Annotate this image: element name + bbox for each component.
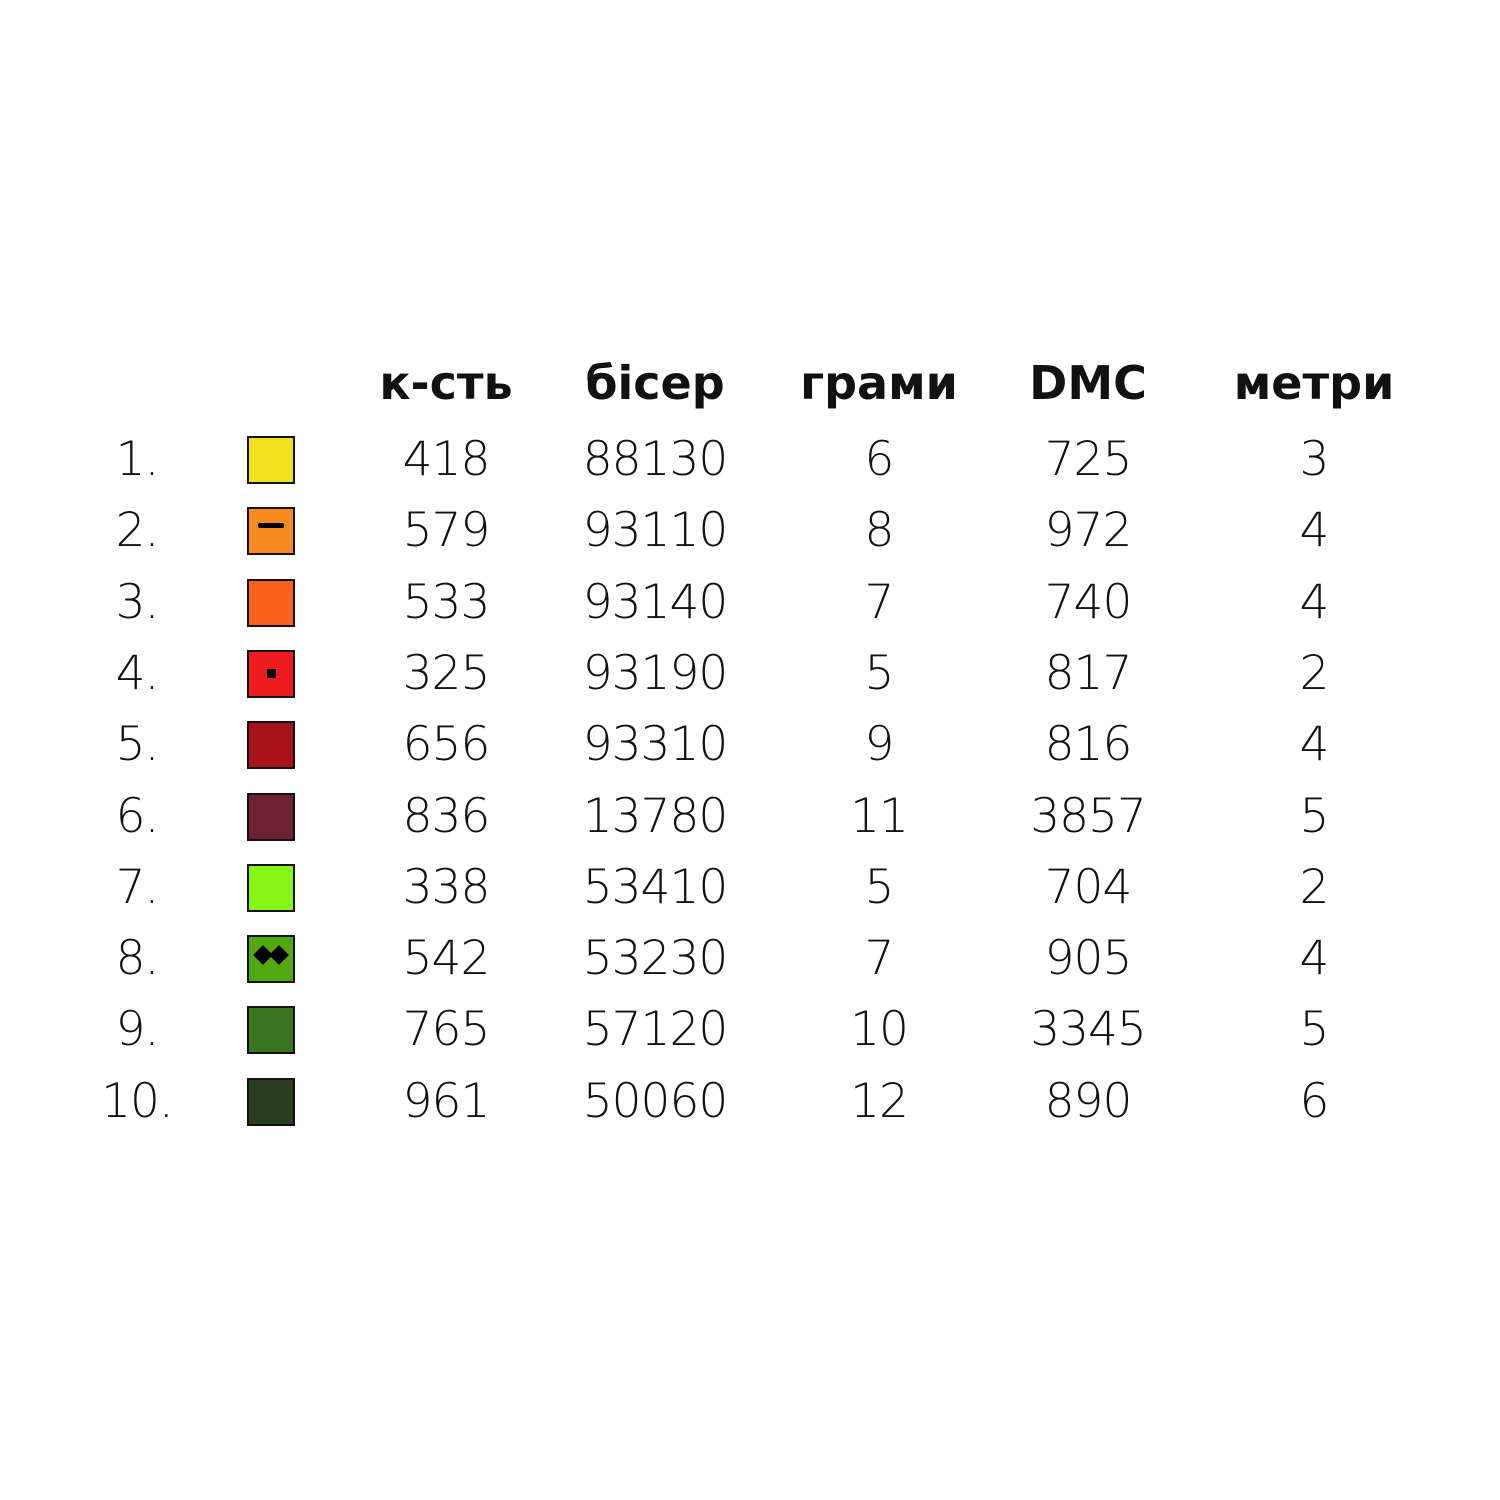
color-swatch: [247, 436, 295, 484]
cell-bead: 57120: [582, 1002, 729, 1058]
diamonds-symbol-icon: [253, 945, 289, 965]
cell-dmc: 817: [1044, 645, 1133, 701]
cell-num: 3.: [115, 574, 160, 630]
cell-grams: 7: [864, 574, 895, 630]
cell-qty: 418: [402, 432, 491, 487]
cell-meters: 2: [1299, 859, 1330, 915]
dash-symbol-icon: [258, 522, 284, 528]
table-row: 8. 542 53230 7 905 4: [0, 929, 1500, 989]
cell-bead: 53410: [582, 859, 729, 915]
cell-num: 6.: [115, 788, 160, 844]
cell-num: 2.: [115, 503, 160, 559]
table-row: 9. 765 57120 10 3345 5: [0, 1000, 1500, 1060]
cell-qty: 579: [402, 503, 491, 559]
color-swatch: [247, 935, 295, 984]
cell-grams: 11: [850, 788, 909, 844]
cell-bead: 93140: [582, 574, 729, 630]
cell-bead: 93310: [582, 717, 729, 773]
cell-dmc: 3857: [1030, 788, 1147, 844]
table-row: 5. 656 93310 9 816 4: [0, 715, 1500, 775]
cell-meters: 4: [1299, 503, 1330, 559]
color-swatch: [247, 1006, 295, 1055]
color-swatch: [247, 721, 295, 770]
cell-meters: 4: [1299, 574, 1330, 630]
cell-bead: 13780: [582, 788, 729, 844]
header-quantity: к-сть: [379, 356, 513, 410]
cell-dmc: 704: [1044, 859, 1133, 915]
cell-grams: 9: [864, 717, 895, 773]
table-row: 4. 325 93190 5 817 2: [0, 644, 1500, 704]
cell-meters: 3: [1299, 432, 1330, 487]
cell-num: 8.: [115, 931, 160, 987]
cell-meters: 2: [1299, 645, 1330, 701]
cell-dmc: 3345: [1030, 1002, 1147, 1058]
header-bead: бісер: [585, 356, 725, 410]
cell-bead: 88130: [582, 432, 729, 487]
cell-qty: 961: [402, 1073, 491, 1129]
cell-num: 5.: [115, 717, 160, 773]
cell-meters: 5: [1299, 788, 1330, 844]
table-row: 3. 533 93140 7 740 4: [0, 573, 1500, 633]
cell-qty: 765: [402, 1002, 491, 1058]
cell-num: 1.: [115, 432, 160, 487]
header-grams: грами: [800, 356, 958, 410]
cell-grams: 10: [850, 1002, 909, 1058]
cell-grams: 5: [864, 859, 895, 915]
color-swatch: [247, 507, 295, 556]
cell-grams: 8: [864, 503, 895, 559]
cell-meters: 4: [1299, 717, 1330, 773]
cell-dmc: 725: [1044, 432, 1133, 487]
cell-bead: 93190: [582, 645, 729, 701]
cell-grams: 7: [864, 931, 895, 987]
cell-grams: 12: [850, 1073, 909, 1129]
cell-dmc: 816: [1044, 717, 1133, 773]
cell-meters: 4: [1299, 931, 1330, 987]
color-swatch: [247, 649, 295, 698]
cell-num: 4.: [115, 645, 160, 701]
cell-qty: 542: [402, 931, 491, 987]
cell-num: 10.: [101, 1073, 174, 1129]
dot-symbol-icon: [266, 669, 276, 679]
cell-grams: 6: [864, 432, 895, 487]
cell-bead: 50060: [582, 1073, 729, 1129]
table-row: 7. 338 53410 5 704 2: [0, 858, 1500, 918]
color-swatch: [247, 863, 295, 912]
cell-qty: 656: [402, 717, 491, 773]
cell-qty: 836: [402, 788, 491, 844]
header-meters: метри: [1233, 356, 1395, 410]
color-swatch: [247, 578, 295, 627]
cell-dmc: 890: [1044, 1073, 1133, 1129]
cell-num: 9.: [115, 1002, 160, 1058]
cell-meters: 6: [1299, 1073, 1330, 1129]
cell-dmc: 972: [1044, 503, 1133, 559]
cell-qty: 533: [402, 574, 491, 630]
header-dmc: DMC: [1029, 356, 1147, 410]
cell-num: 7.: [115, 859, 160, 915]
cell-bead: 53230: [582, 931, 729, 987]
table-row: 10. 961 50060 12 890 6: [0, 1072, 1500, 1132]
table-row: 1. 418 88130 6 725 3: [0, 430, 1500, 490]
table-row: 2. 579 93110 8 972 4: [0, 501, 1500, 561]
cell-grams: 5: [864, 645, 895, 701]
cell-dmc: 740: [1044, 574, 1133, 630]
cell-qty: 325: [402, 645, 491, 701]
cell-bead: 93110: [582, 503, 729, 559]
cell-dmc: 905: [1044, 931, 1133, 987]
cell-meters: 5: [1299, 1002, 1330, 1058]
color-swatch: [247, 1077, 295, 1126]
color-swatch: [247, 792, 295, 841]
cell-qty: 338: [402, 859, 491, 915]
table-row: 6. 836 13780 11 3857 5: [0, 787, 1500, 847]
